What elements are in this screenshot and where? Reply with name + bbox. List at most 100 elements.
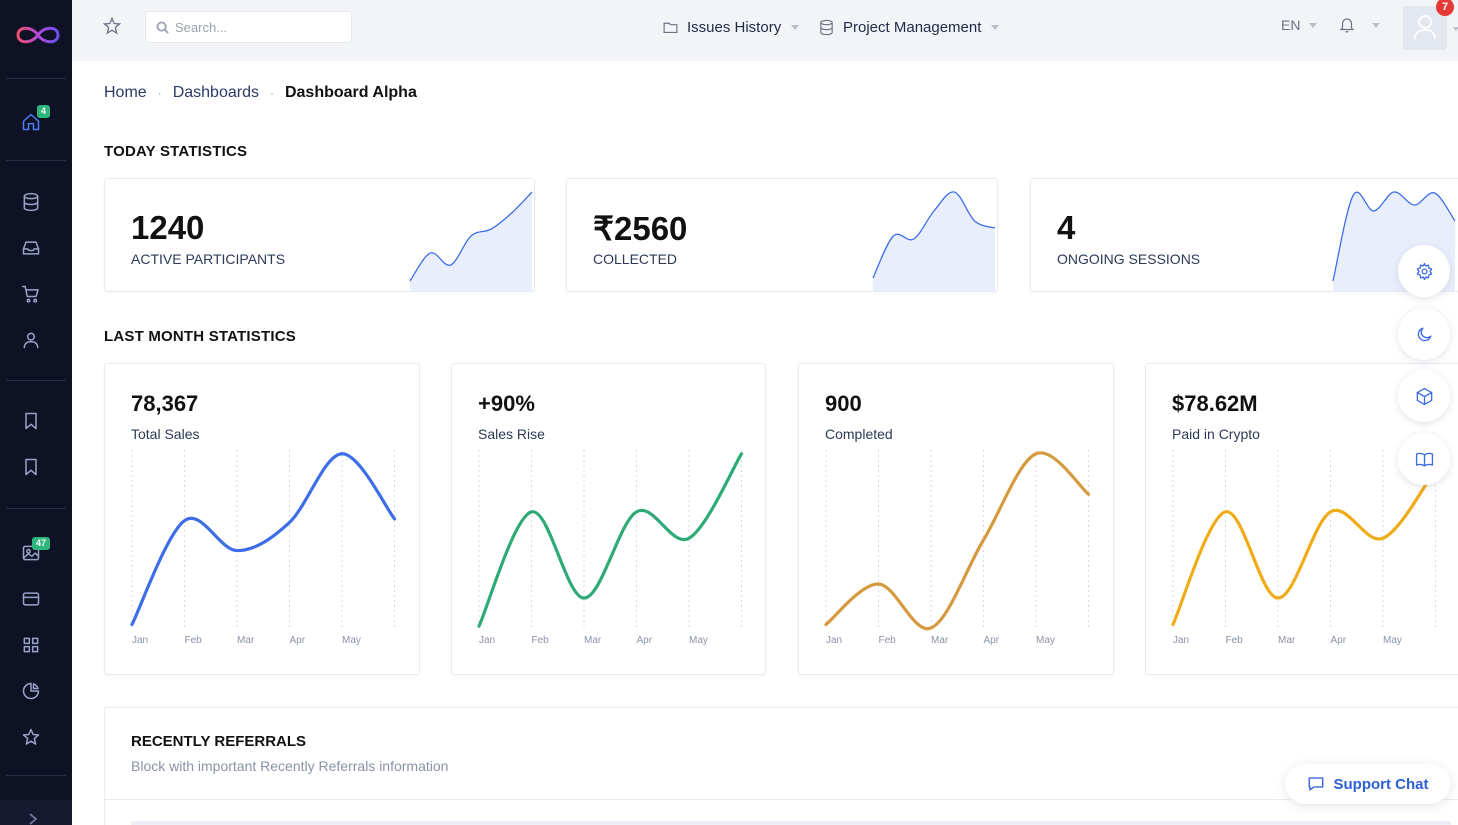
- chevron-right-icon: [29, 813, 38, 825]
- x-tick-label: Apr: [1331, 635, 1347, 646]
- sidebar-item-inbox[interactable]: [19, 236, 43, 260]
- stat-value: +90%: [478, 391, 535, 416]
- book-icon: [1415, 452, 1433, 467]
- sidebar-item-database[interactable]: [19, 190, 43, 214]
- breadcrumb: Home · Dashboards · Dashboard Alpha: [104, 84, 417, 102]
- sparkline-chart: [872, 191, 996, 291]
- dark-mode-button[interactable]: [1398, 308, 1450, 360]
- breadcrumb-home[interactable]: Home: [104, 84, 147, 101]
- gear-icon: [1416, 262, 1432, 280]
- series-line: [1171, 468, 1438, 627]
- x-tick-label: Feb: [185, 635, 203, 646]
- referrals-card: RECENTLY REFERRALS Block with important …: [104, 707, 1458, 825]
- pie-chart-icon: [22, 682, 40, 700]
- stat-value: 78,367: [131, 391, 199, 416]
- breadcrumb-separator: ·: [157, 86, 162, 100]
- stat-card-sessions: 4 ONGOING SESSIONS: [1030, 178, 1458, 292]
- cube-icon: [1416, 387, 1432, 405]
- home-badge: 4: [37, 105, 51, 118]
- sparkline-area: [873, 191, 995, 291]
- stat-value: 4: [1057, 209, 1076, 246]
- issues-history-menu[interactable]: Issues History: [662, 16, 800, 38]
- stat-value: 900: [825, 391, 862, 416]
- x-tick-label: Feb: [532, 635, 550, 646]
- x-tick-label: Feb: [1226, 635, 1244, 646]
- sidebar-item-bookmark[interactable]: [19, 409, 43, 433]
- moon-icon: [1417, 326, 1432, 341]
- x-tick-label: Mar: [1278, 635, 1296, 646]
- line-chart: Jan Feb Mar Apr May: [1171, 450, 1438, 646]
- support-chat-button[interactable]: Support Chat: [1285, 764, 1450, 804]
- sidebar-divider: [6, 380, 66, 381]
- settings-button[interactable]: [1398, 245, 1450, 297]
- credit-card-icon: [22, 592, 40, 606]
- cart-icon: [21, 285, 39, 303]
- user-icon: [1414, 15, 1436, 40]
- sidebar-item-grid[interactable]: [19, 633, 43, 657]
- x-tick-label: Feb: [879, 635, 897, 646]
- project-management-menu[interactable]: Project Management: [818, 16, 1000, 38]
- line-chart: Jan Feb Mar Apr May: [130, 450, 397, 646]
- stat-value: $78.62M: [1172, 391, 1258, 416]
- bookmark-icon: [25, 458, 37, 476]
- chat-icon: [1308, 777, 1323, 791]
- favorite-button[interactable]: [102, 16, 122, 36]
- user-icon: [23, 332, 39, 349]
- stat-card-collected: ₹2560 COLLECTED: [566, 178, 998, 292]
- stat-label: Paid in Crypto: [1172, 426, 1260, 442]
- referrals-title: RECENTLY REFERRALS: [131, 733, 307, 750]
- sidebar-item-bookmark[interactable]: [19, 455, 43, 479]
- chevron-down-icon: [1453, 27, 1458, 31]
- series-line: [477, 452, 744, 628]
- components-button[interactable]: [1398, 370, 1450, 422]
- x-tick-label: Jan: [826, 635, 842, 646]
- sidebar-item-card[interactable]: [19, 587, 43, 611]
- sparkline-line: [1332, 191, 1456, 282]
- notifications-button[interactable]: [1338, 16, 1380, 34]
- sparkline-chart: [409, 191, 533, 291]
- language-selector[interactable]: EN: [1281, 17, 1318, 33]
- stat-label: COLLECTED: [593, 251, 678, 267]
- x-tick-label: Apr: [290, 635, 306, 646]
- breadcrumb-current: Dashboard Alpha: [284, 84, 417, 101]
- month-card-total-sales: 78,367 Total Sales Jan Feb Mar Apr May: [104, 363, 420, 675]
- search-input[interactable]: [175, 12, 345, 42]
- series-line: [130, 452, 397, 627]
- sidebar-item-chart[interactable]: [19, 679, 43, 703]
- month-card-completed: 900 Completed Jan Feb Mar Apr May: [798, 363, 1114, 675]
- infinity-logo[interactable]: [14, 20, 62, 50]
- language-label: EN: [1281, 17, 1301, 33]
- home-icon: [22, 113, 40, 131]
- stat-label: ACTIVE PARTICIPANTS: [131, 251, 286, 267]
- line-chart: Jan Feb Mar Apr May: [824, 450, 1091, 646]
- notification-badge: 7: [1436, 0, 1454, 16]
- sidebar-item-cart[interactable]: [19, 282, 43, 306]
- breadcrumb-dashboards[interactable]: Dashboards: [172, 84, 259, 101]
- chevron-down-icon: [991, 24, 1000, 30]
- sidebar-divider: [6, 775, 66, 776]
- inbox-icon: [22, 241, 40, 255]
- sidebar-divider: [6, 78, 66, 79]
- sparkline-line: [872, 191, 996, 279]
- database-icon: [23, 192, 39, 212]
- stat-card-participants: 1240 ACTIVE PARTICIPANTS: [104, 178, 535, 292]
- sidebar-collapse-button[interactable]: [0, 800, 72, 825]
- chevron-down-icon: [1309, 22, 1318, 28]
- x-tick-label: Apr: [637, 635, 653, 646]
- sidebar-divider: [6, 160, 66, 161]
- referrals-subtitle: Block with important Recently Referrals …: [131, 758, 449, 774]
- sidebar-item-gallery[interactable]: [19, 541, 43, 565]
- last-month-statistics-title: LAST MONTH STATISTICS: [104, 328, 296, 345]
- docs-button[interactable]: [1398, 433, 1450, 485]
- sparkline-line: [409, 191, 533, 282]
- grid-icon: [23, 637, 39, 653]
- stat-label: Sales Rise: [478, 426, 545, 442]
- sidebar-item-star[interactable]: [19, 725, 43, 749]
- series-line: [824, 451, 1091, 631]
- sidebar-item-user[interactable]: [19, 328, 43, 352]
- sidebar-item-home[interactable]: [19, 110, 43, 134]
- bookmark-icon: [25, 412, 37, 430]
- stat-label: Completed: [825, 426, 893, 442]
- issues-history-label: Issues History: [687, 18, 782, 36]
- x-tick-label: Mar: [584, 635, 602, 646]
